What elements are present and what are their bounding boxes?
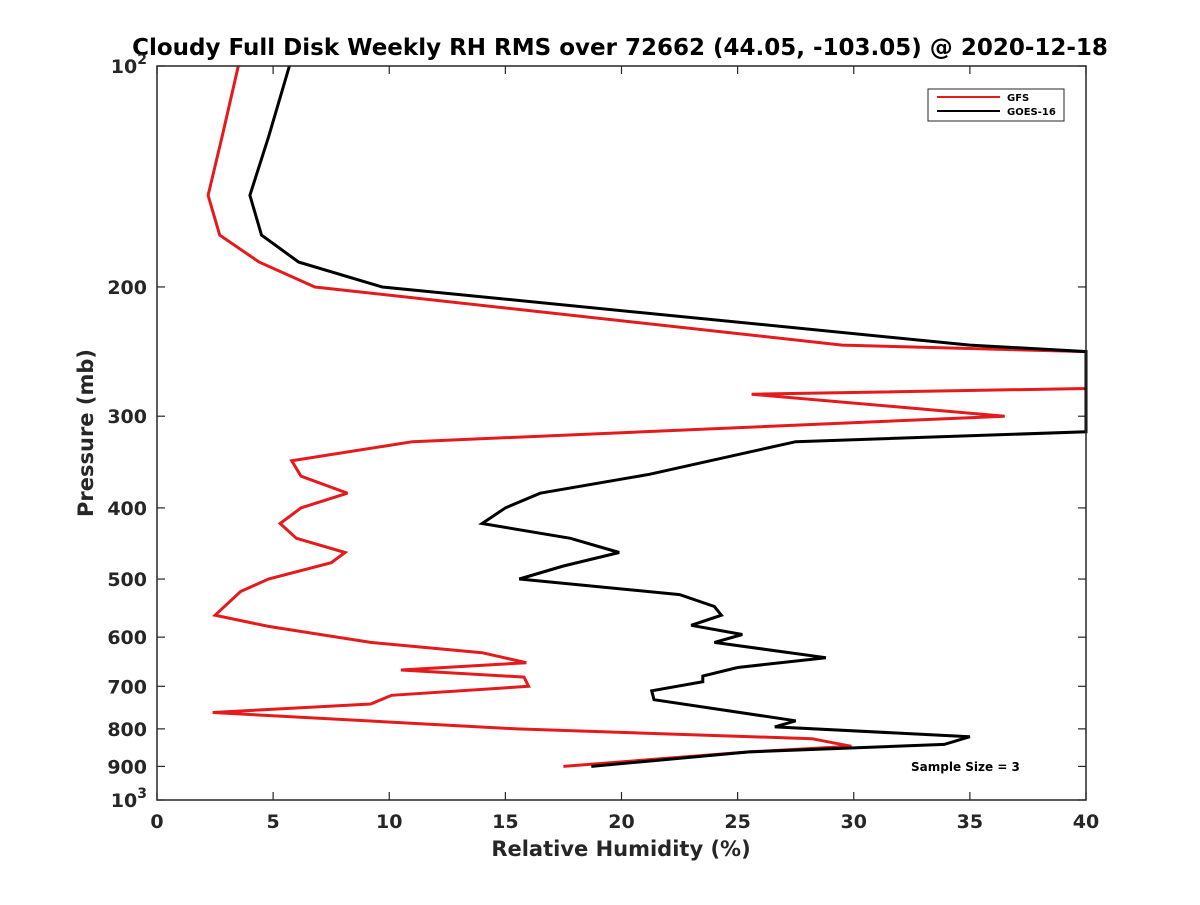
series-layer: [206, 65, 1088, 768]
x-tick-label: 25: [724, 811, 750, 833]
legend-label-gfs: GFS: [1007, 93, 1029, 104]
y-tick-label: 600: [107, 627, 147, 649]
x-tick-label: 40: [1073, 811, 1099, 833]
x-tick-label: 10: [376, 811, 402, 833]
y-tick-label: 400: [107, 498, 147, 520]
y-tick-label: 900: [107, 756, 147, 778]
legend-box: [927, 88, 1065, 122]
series-line-goes16: [248, 65, 1088, 768]
y-tick-label: 102: [111, 52, 147, 78]
y-axis-label: Pressure (mb): [74, 349, 98, 517]
legend-label-goes16: GOES-16: [1007, 107, 1056, 118]
y-tick-label: 700: [107, 676, 147, 698]
x-tick-label: 30: [841, 811, 867, 833]
x-tick-label: 0: [150, 811, 163, 833]
x-tick-label: 35: [957, 811, 983, 833]
y-tick-label: 300: [107, 406, 147, 428]
chart-title: Cloudy Full Disk Weekly RH RMS over 7266…: [132, 35, 1108, 61]
sample-size-annotation: Sample Size = 3: [911, 760, 1020, 774]
x-axis-label: Relative Humidity (%): [491, 837, 750, 861]
series-line-gfs: [206, 65, 1088, 768]
y-tick-label: 800: [107, 719, 147, 741]
x-tick-label: 20: [608, 811, 634, 833]
x-tick-labels: 0 5 10 15 20 25 30 35 40: [150, 811, 1099, 833]
plot-frame: [156, 65, 1087, 801]
x-tick-label: 5: [267, 811, 280, 833]
y-tick-label: 500: [107, 569, 147, 591]
y-tick-labels: 102 200 300 400 500 600 700 800 900 103: [107, 52, 147, 812]
y-tick-label: 200: [107, 277, 147, 299]
x-tick-label: 15: [492, 811, 518, 833]
y-tick-label: 103: [111, 786, 147, 812]
legend: GFS GOES-16: [927, 88, 1065, 122]
